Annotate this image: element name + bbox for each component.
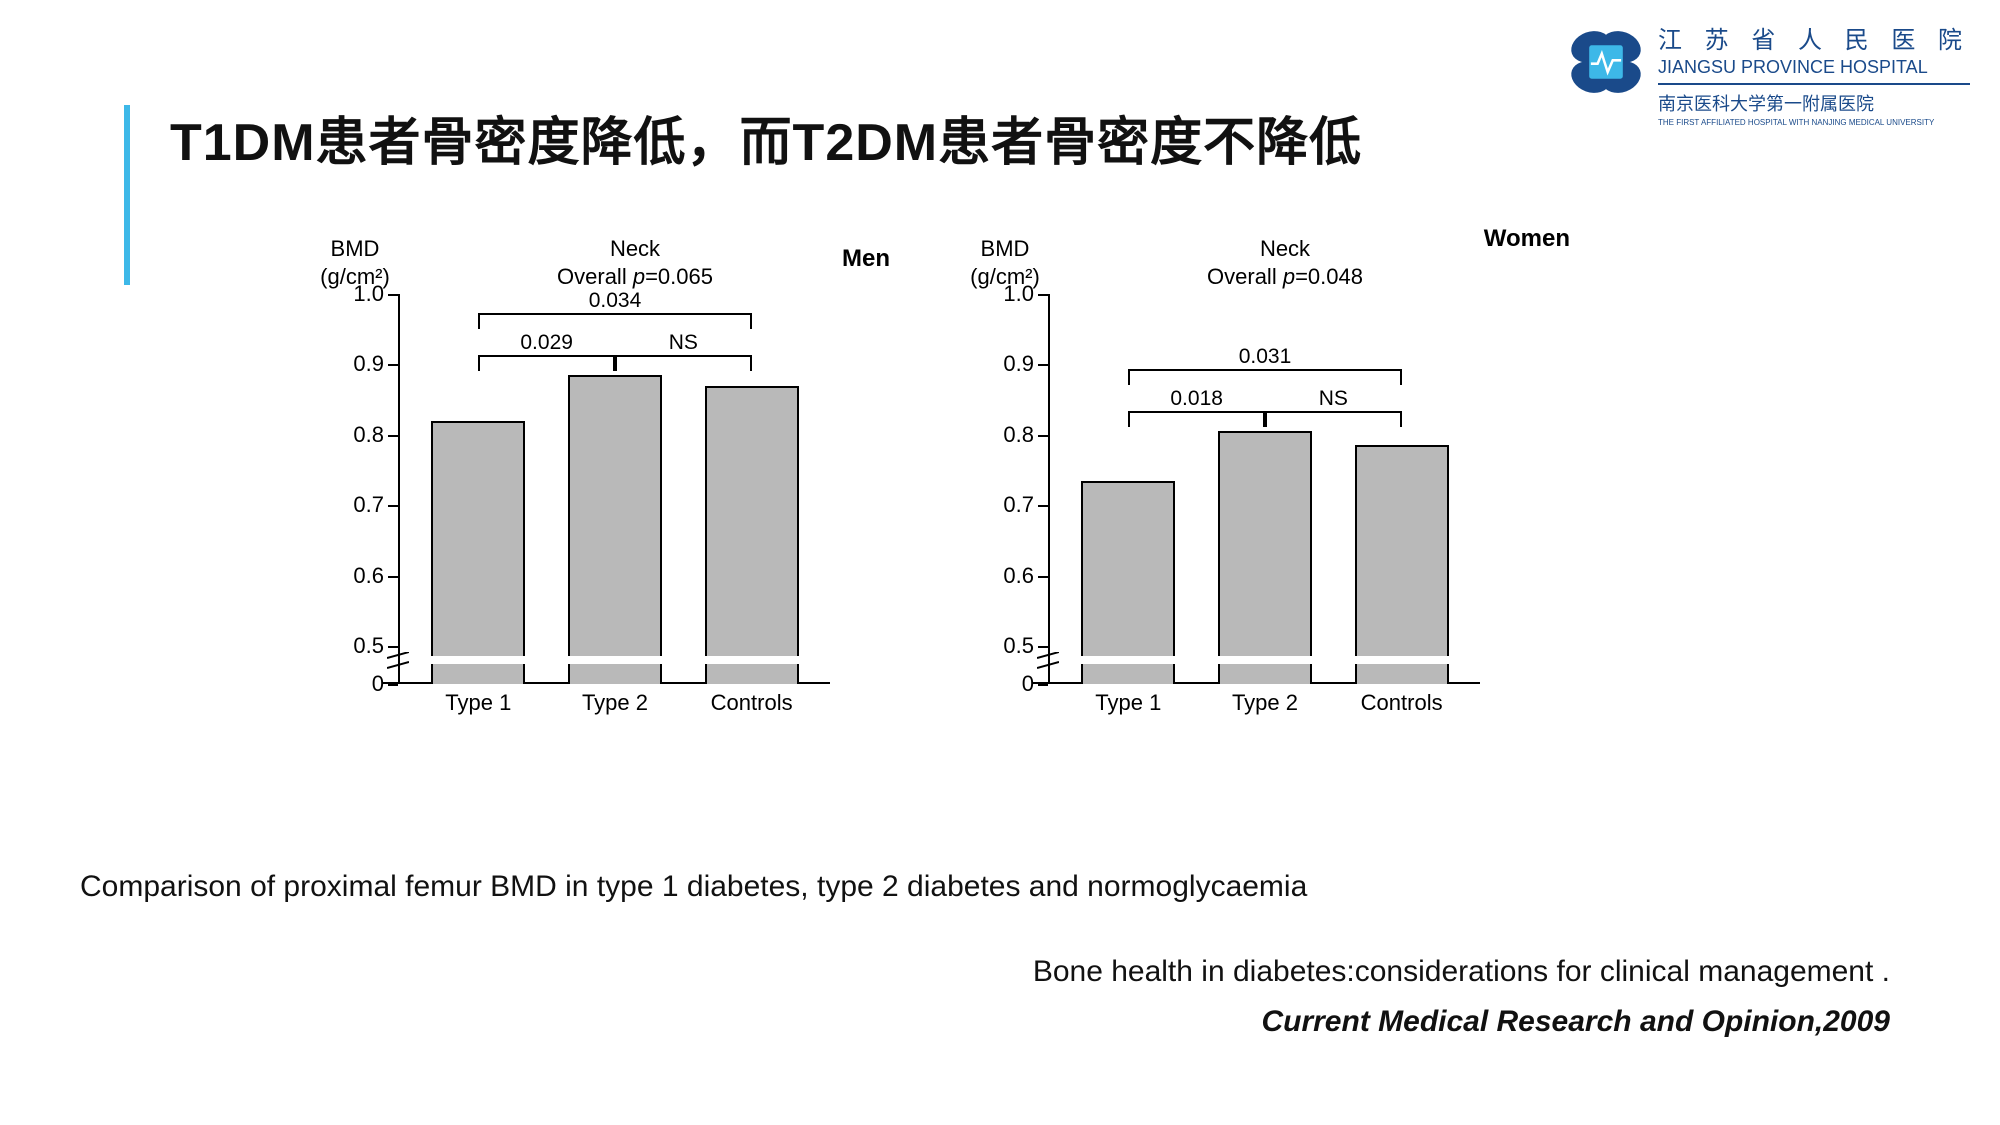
y-tick-label: 0.7	[990, 492, 1034, 518]
y-tick	[1038, 435, 1048, 437]
category-label: Type 1	[1068, 690, 1188, 716]
title-rule	[124, 105, 130, 285]
plot-women: 0.0310.018NS Type 1Type 2Controls 0.50.6…	[950, 294, 1510, 704]
overall-p-prefix-women: Overall	[1207, 264, 1283, 289]
y-label-1: BMD	[300, 235, 410, 263]
comparison-bracket: NS	[615, 355, 752, 369]
page-title: T1DM患者骨密度降低，而T2DM患者骨密度不降低	[170, 100, 1362, 175]
category-label: Type 1	[418, 690, 538, 716]
y-tick	[388, 576, 398, 578]
y-tick	[1038, 684, 1048, 686]
y-tick	[1038, 294, 1048, 296]
comparison-label: 0.031	[1237, 345, 1294, 369]
axis-break-icon	[1037, 652, 1059, 670]
chart-women: Women BMD (g/cm²) Neck Overall p=0.048 0…	[950, 235, 1510, 704]
y-tick-label: 0	[340, 671, 384, 697]
category-label: Controls	[1342, 690, 1462, 716]
y-tick	[388, 364, 398, 366]
logo-cn: 江 苏 省 人 民 医 院	[1658, 20, 1970, 55]
overall-p-prefix-men: Overall	[557, 264, 633, 289]
neck-label: Neck	[410, 235, 860, 263]
comparison-bracket: 0.029	[478, 355, 615, 369]
category-labels-women: Type 1 Type 2 Controls	[1060, 690, 1470, 716]
y-tick-label: 0.6	[990, 563, 1034, 589]
y-tick	[388, 646, 398, 648]
charts-row: Men BMD (g/cm²) Neck Overall p=0.065 0.0…	[300, 235, 1550, 704]
category-label: Type 2	[1205, 690, 1325, 716]
comparison-label: 0.018	[1168, 387, 1225, 411]
overall-p-men: p	[633, 264, 645, 289]
y-tick-label: 0.9	[340, 351, 384, 377]
y-axis	[1048, 294, 1050, 684]
y-tick	[1038, 646, 1048, 648]
y-tick-label: 0.7	[340, 492, 384, 518]
comparison-label: NS	[667, 331, 700, 355]
brackets-women: 0.0310.018NS	[1060, 294, 1470, 684]
gender-label-women: Women	[1484, 225, 1570, 253]
axis-break-icon	[387, 652, 409, 670]
comparison-bracket: 0.031	[1128, 369, 1401, 383]
chart-men: Men BMD (g/cm²) Neck Overall p=0.065 0.0…	[300, 235, 860, 704]
y-tick-label: 1.0	[340, 281, 384, 307]
y-tick	[388, 684, 398, 686]
comparison-label: NS	[1317, 387, 1350, 411]
category-label: Controls	[692, 690, 812, 716]
chart-title-men: Neck Overall p=0.065	[410, 235, 860, 290]
y-tick-label: 0.8	[990, 422, 1034, 448]
comparison-label: 0.029	[518, 331, 575, 355]
y-tick	[1038, 364, 1048, 366]
overall-p-val-men: =0.065	[645, 264, 713, 289]
gender-label-men: Men	[842, 245, 890, 273]
comparison-label: 0.034	[587, 289, 644, 313]
logo-en: JIANGSU PROVINCE HOSPITAL	[1658, 57, 1970, 78]
y-tick-label: 0.9	[990, 351, 1034, 377]
y-tick-label: 0.5	[990, 633, 1034, 659]
y-tick-label: 0.8	[340, 422, 384, 448]
logo-text: 江 苏 省 人 民 医 院 JIANGSU PROVINCE HOSPITAL …	[1658, 20, 1970, 127]
y-axis	[398, 294, 400, 684]
y-tick	[388, 294, 398, 296]
y-tick-label: 0.6	[340, 563, 384, 589]
neck-label: Neck	[1060, 235, 1510, 263]
logo-icon	[1564, 20, 1648, 104]
plot-men: 0.0340.029NS Type 1Type 2Controls 0.50.6…	[300, 294, 860, 704]
hospital-logo: 江 苏 省 人 民 医 院 JIANGSU PROVINCE HOSPITAL …	[1564, 20, 1970, 127]
y-tick-label: 1.0	[990, 281, 1034, 307]
y-tick	[388, 435, 398, 437]
category-label: Type 2	[555, 690, 675, 716]
logo-sub2: THE FIRST AFFILIATED HOSPITAL WITH NANJI…	[1658, 118, 1970, 127]
journal-line: Current Medical Research and Opinion,200…	[1261, 1005, 1890, 1039]
y-tick	[1038, 505, 1048, 507]
chart-title-women: Neck Overall p=0.048	[1060, 235, 1510, 290]
comparison-bracket: 0.018	[1128, 411, 1265, 425]
y-tick	[388, 505, 398, 507]
brackets-men: 0.0340.029NS	[410, 294, 820, 684]
logo-sub: 南京医科大学第一附属医院	[1658, 90, 1970, 116]
comparison-bracket: 0.034	[478, 313, 751, 327]
category-labels-men: Type 1 Type 2 Controls	[410, 690, 820, 716]
source-line: Bone health in diabetes:considerations f…	[1033, 955, 1890, 989]
y-tick	[1038, 576, 1048, 578]
overall-p-val-women: =0.048	[1295, 264, 1363, 289]
overall-p-women: p	[1283, 264, 1295, 289]
y-tick-label: 0	[990, 671, 1034, 697]
y-tick-label: 0.5	[340, 633, 384, 659]
y-label-1: BMD	[950, 235, 1060, 263]
comparison-bracket: NS	[1265, 411, 1402, 425]
figure-caption: Comparison of proximal femur BMD in type…	[80, 870, 1307, 904]
